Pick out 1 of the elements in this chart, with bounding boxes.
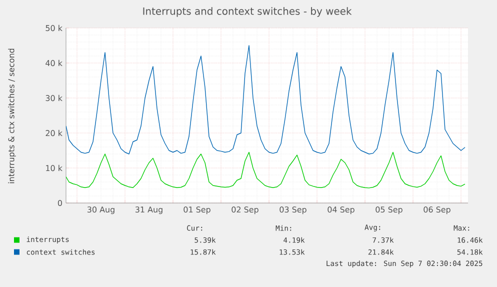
chart-title: Interrupts and context switches - by week [143, 7, 352, 17]
